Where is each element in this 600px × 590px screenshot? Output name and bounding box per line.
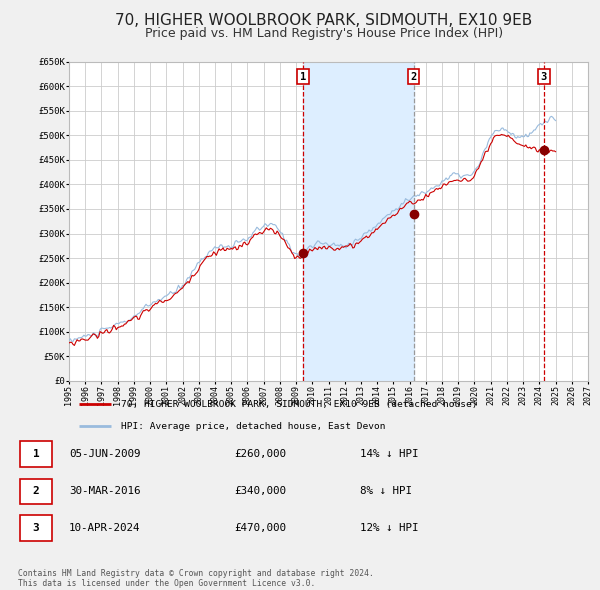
- Text: 30-MAR-2016: 30-MAR-2016: [69, 487, 140, 496]
- FancyBboxPatch shape: [20, 441, 52, 467]
- FancyBboxPatch shape: [20, 515, 52, 541]
- Text: 8% ↓ HPI: 8% ↓ HPI: [360, 487, 412, 496]
- Text: 1: 1: [300, 71, 306, 81]
- Text: 12% ↓ HPI: 12% ↓ HPI: [360, 523, 419, 533]
- Bar: [303, 62, 413, 381]
- Text: 3: 3: [541, 71, 547, 81]
- Text: 70, HIGHER WOOLBROOK PARK, SIDMOUTH, EX10 9EB: 70, HIGHER WOOLBROOK PARK, SIDMOUTH, EX1…: [115, 13, 533, 28]
- FancyBboxPatch shape: [20, 478, 52, 504]
- Text: 1: 1: [32, 450, 40, 459]
- Text: 2: 2: [410, 71, 417, 81]
- Text: 3: 3: [32, 523, 40, 533]
- Text: 2: 2: [32, 487, 40, 496]
- Text: 70, HIGHER WOOLBROOK PARK, SIDMOUTH, EX10 9EB (detached house): 70, HIGHER WOOLBROOK PARK, SIDMOUTH, EX1…: [121, 400, 478, 409]
- Text: £260,000: £260,000: [234, 450, 286, 459]
- Text: 10-APR-2024: 10-APR-2024: [69, 523, 140, 533]
- Text: HPI: Average price, detached house, East Devon: HPI: Average price, detached house, East…: [121, 422, 385, 431]
- Text: 14% ↓ HPI: 14% ↓ HPI: [360, 450, 419, 459]
- Text: 05-JUN-2009: 05-JUN-2009: [69, 450, 140, 459]
- Text: Price paid vs. HM Land Registry's House Price Index (HPI): Price paid vs. HM Land Registry's House …: [145, 27, 503, 40]
- Text: Contains HM Land Registry data © Crown copyright and database right 2024.
This d: Contains HM Land Registry data © Crown c…: [18, 569, 374, 588]
- Text: £470,000: £470,000: [234, 523, 286, 533]
- Text: £340,000: £340,000: [234, 487, 286, 496]
